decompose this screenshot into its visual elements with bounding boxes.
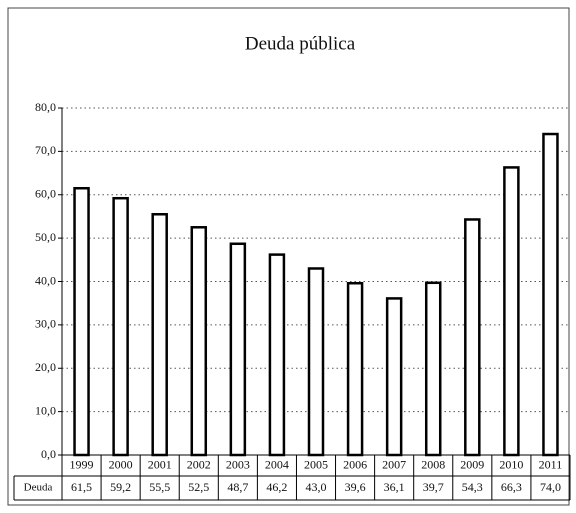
bar [503,166,520,457]
bar [464,218,481,457]
x-tick-label: 2000 [109,457,133,471]
table-value: 39,7 [423,480,444,494]
y-tick-label: 40,0 [35,273,56,287]
bar [385,297,403,457]
table-value: 59,2 [110,480,131,494]
x-tick-label: 2011 [539,457,563,471]
y-tick-label: 80,0 [35,100,56,114]
x-tick-label: 2003 [226,457,250,471]
bar [542,132,559,457]
x-tick-label: 2002 [187,457,211,471]
table-value: 48,7 [227,480,248,494]
y-tick-label: 50,0 [35,230,56,244]
y-tick-label: 10,0 [35,403,56,417]
chart-border [7,7,570,506]
x-tick-label: 2007 [382,457,406,471]
bar [73,186,90,457]
y-tick-label: 30,0 [35,317,56,331]
y-tick-label: 0,0 [41,447,56,461]
x-tick-label: 2005 [304,457,328,471]
x-tick-label: 2010 [499,457,523,471]
table-value: 39,6 [345,480,366,494]
x-tick-label: 2004 [265,457,289,471]
y-tick-label: 70,0 [35,143,56,157]
bar [112,196,129,457]
y-tick-label: 20,0 [35,360,56,374]
table-value: 55,5 [149,480,170,494]
table-value: 74,0 [540,480,561,494]
table-value: 54,3 [462,480,483,494]
x-tick-label: 2001 [148,457,172,471]
x-tick-label: 2006 [343,457,367,471]
table-value: 52,5 [188,480,209,494]
table-value: 66,3 [501,480,522,494]
table-value: 61,5 [71,480,92,494]
table-series-name: Deuda [24,482,53,494]
table-value: 36,1 [384,480,405,494]
bar [151,213,168,457]
bar [268,253,286,457]
chart-title: Deuda pública [245,33,356,54]
table-value: 46,2 [266,480,287,494]
bar [190,226,208,457]
bar [424,281,442,457]
table-value: 43,0 [306,480,327,494]
x-tick-label: 2008 [421,457,445,471]
bar [346,281,364,457]
y-tick-label: 60,0 [35,187,56,201]
bar [307,267,325,457]
x-tick-label: 1999 [70,457,94,471]
bar [229,242,247,457]
x-tick-label: 2009 [460,457,484,471]
